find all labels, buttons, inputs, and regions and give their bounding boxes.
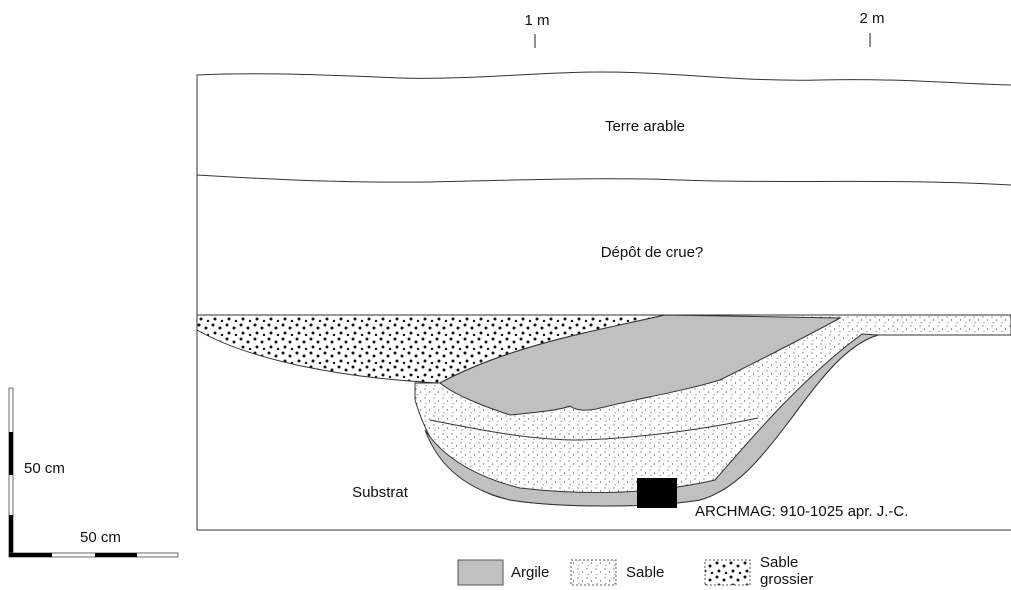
layer-boundary <box>429 417 759 441</box>
clay-band <box>424 333 879 507</box>
legend-swatch <box>570 559 617 586</box>
scale-segment <box>9 432 13 475</box>
scale-label: 50 cm <box>24 460 65 477</box>
legend-label: Sable <box>626 564 664 581</box>
layer-label: Substrat <box>352 484 409 501</box>
legend-label: Sable <box>760 554 798 571</box>
ground-surface <box>196 71 1011 530</box>
ruler-label: 2 m <box>859 10 884 27</box>
sample <box>637 478 677 508</box>
layer-label: Terre arable <box>605 118 685 135</box>
ruler-label: 1 m <box>524 12 549 29</box>
clay-layer <box>439 314 842 416</box>
scale-segment <box>9 553 52 557</box>
legend-label: Argile <box>511 564 549 581</box>
layer-boundary <box>196 174 1011 186</box>
date-label: ARCHMAG: 910-1025 apr. J.-C. <box>695 503 908 520</box>
legend-swatch <box>704 559 751 586</box>
legend-swatch <box>457 559 504 586</box>
layer-label: Dépôt de crue? <box>601 244 704 261</box>
scale-label: 50 cm <box>80 529 121 546</box>
scale-segment <box>95 553 137 557</box>
scale-segment <box>9 515 13 555</box>
legend-label: grossier <box>760 571 813 588</box>
